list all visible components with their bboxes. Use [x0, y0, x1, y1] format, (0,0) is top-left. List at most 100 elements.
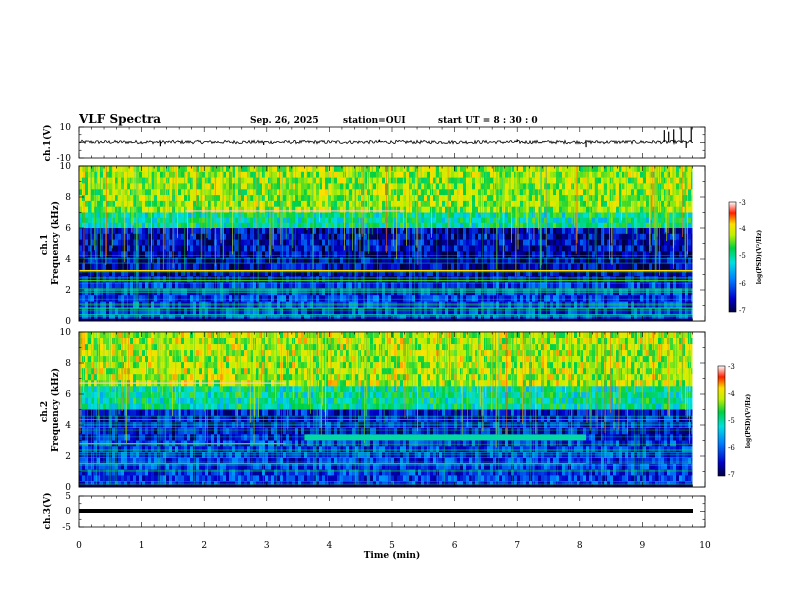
- spec1-cell: [184, 308, 188, 315]
- spec1-cell: [97, 228, 101, 235]
- spec1-cell: [256, 282, 260, 290]
- spec1-cell: [253, 171, 257, 178]
- spec1-cell: [538, 295, 542, 302]
- spec1-cell: [394, 166, 398, 173]
- spec1-cell: [340, 263, 344, 271]
- spec1-cell: [262, 206, 266, 213]
- spec1-cell: [316, 282, 320, 290]
- spec1-cell: [139, 308, 143, 315]
- spec1-cell: [472, 308, 476, 315]
- spec1-cell: [202, 295, 206, 302]
- spec1-cell: [628, 206, 632, 213]
- spec1-cell: [265, 206, 269, 213]
- spec1-cell: [565, 228, 569, 235]
- spec1-cell: [604, 269, 608, 277]
- spec1-cell: [145, 206, 149, 213]
- spec1-cell: [79, 263, 83, 271]
- spec1-cell: [364, 217, 368, 224]
- spec1-cell: [550, 276, 554, 283]
- spec1-cell: [499, 276, 503, 283]
- spec1-cell: [628, 239, 632, 246]
- spec1-cell: [118, 314, 122, 322]
- spec1-cell: [79, 200, 83, 207]
- spec1-cell: [511, 217, 515, 224]
- spec1-cell: [109, 295, 113, 302]
- spec1-cell: [580, 177, 584, 184]
- spec1-cell: [529, 314, 533, 322]
- spec1-cell: [574, 222, 578, 229]
- spec1-cell: [415, 276, 419, 283]
- spec1-cell: [85, 171, 89, 178]
- spec1-cell: [139, 200, 143, 207]
- spec1-cell: [571, 222, 575, 229]
- spec1-cell: [148, 257, 152, 264]
- spec1-cell: [343, 308, 347, 315]
- spec1-cell: [373, 276, 377, 283]
- spec1-cell: [292, 222, 296, 229]
- spec1-cell: [643, 263, 647, 271]
- spec1-cell: [451, 282, 455, 290]
- spec1-cell: [124, 239, 128, 246]
- spec1-cell: [511, 195, 515, 202]
- spec1-cell: [427, 195, 431, 202]
- spec1-cell: [421, 200, 425, 207]
- spec1-cell: [184, 195, 188, 202]
- spec1-cell: [235, 228, 239, 235]
- spec1-cell: [358, 295, 362, 302]
- spec1-cell: [103, 233, 107, 240]
- spec1-cell: [517, 282, 521, 290]
- spec1-cell: [604, 217, 608, 224]
- spec1-cell: [463, 308, 467, 315]
- spec1-cell: [559, 269, 563, 277]
- spec1-cell: [163, 282, 167, 290]
- spec1-cell: [88, 195, 92, 202]
- spec1-cell: [418, 295, 422, 302]
- spec1-cell: [580, 189, 584, 196]
- spec1-cell: [430, 308, 434, 315]
- spec1-cell: [88, 189, 92, 196]
- spec1-cell: [223, 177, 227, 184]
- spec1-cell: [373, 222, 377, 229]
- spec1-cell: [307, 233, 311, 240]
- spec1-cell: [88, 212, 92, 218]
- spec1-cell: [436, 177, 440, 184]
- spec1-cell: [565, 189, 569, 196]
- spec1-cell: [172, 233, 176, 240]
- spec1-cell: [100, 206, 104, 213]
- spec1-cell: [304, 269, 308, 277]
- spec1-cell: [496, 308, 500, 315]
- spec1-cell: [583, 177, 587, 184]
- spec1-cell: [238, 314, 242, 322]
- spec1-cell: [382, 295, 386, 302]
- spec1-cell: [382, 228, 386, 235]
- spec1-cell: [106, 206, 110, 213]
- spec1-cell: [286, 200, 290, 207]
- spec1-cell: [634, 171, 638, 178]
- spec1-cell: [271, 200, 275, 207]
- spec1-cell: [601, 251, 605, 258]
- spec1-cell: [403, 314, 407, 322]
- spec1-cell: [328, 217, 332, 224]
- spec1-cell: [229, 217, 233, 224]
- spec1-cell: [505, 183, 509, 190]
- spec1-cell: [553, 276, 557, 283]
- spec1-cell: [649, 239, 653, 246]
- spec1-cell: [547, 282, 551, 290]
- spec1-cell: [184, 206, 188, 213]
- spec1-cell: [388, 171, 392, 178]
- spec1-cell: [622, 239, 626, 246]
- spec1-cell: [262, 228, 266, 235]
- spec1-cell: [640, 195, 644, 202]
- spec1-cell: [136, 212, 140, 218]
- spec1-cell: [163, 263, 167, 271]
- spec1-cell: [409, 295, 413, 302]
- spec1-cell: [511, 314, 515, 322]
- spec1-cell: [319, 222, 323, 229]
- spec1-cell: [610, 308, 614, 315]
- spec1-cell: [388, 257, 392, 264]
- spec1-cell: [442, 200, 446, 207]
- spec1-cell: [127, 263, 131, 271]
- spec1-cell: [652, 189, 656, 196]
- spec1-cell: [409, 263, 413, 271]
- spec1-cell: [277, 257, 281, 264]
